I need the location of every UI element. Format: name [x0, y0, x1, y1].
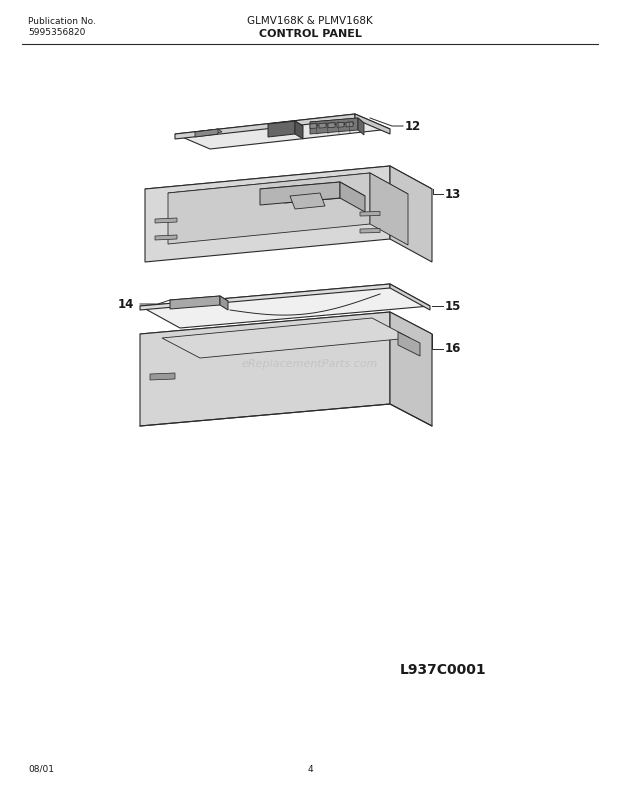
Polygon shape	[145, 166, 390, 262]
Polygon shape	[260, 182, 340, 205]
Polygon shape	[319, 123, 326, 128]
Polygon shape	[360, 211, 380, 216]
Polygon shape	[260, 182, 365, 203]
Polygon shape	[140, 284, 390, 310]
Polygon shape	[355, 114, 390, 134]
Polygon shape	[346, 122, 354, 125]
Polygon shape	[168, 173, 408, 214]
Polygon shape	[337, 122, 345, 125]
Polygon shape	[328, 123, 336, 125]
Polygon shape	[310, 118, 364, 127]
Text: 13: 13	[445, 187, 461, 201]
Text: 5995356820: 5995356820	[28, 28, 86, 37]
Polygon shape	[390, 312, 432, 426]
Polygon shape	[155, 218, 177, 223]
Polygon shape	[390, 284, 430, 310]
Text: 12: 12	[405, 120, 421, 133]
Text: Publication No.: Publication No.	[28, 17, 96, 26]
Polygon shape	[398, 332, 420, 356]
Polygon shape	[195, 129, 218, 137]
Text: 08/01: 08/01	[28, 765, 54, 774]
Polygon shape	[310, 124, 317, 129]
Polygon shape	[346, 122, 353, 127]
Polygon shape	[155, 235, 177, 240]
Text: L937C0001: L937C0001	[400, 663, 487, 677]
Text: 4: 4	[307, 765, 313, 774]
Text: eReplacementParts.com: eReplacementParts.com	[242, 359, 378, 369]
Polygon shape	[145, 166, 432, 212]
Polygon shape	[162, 318, 410, 358]
Polygon shape	[140, 312, 390, 426]
Text: 15: 15	[445, 299, 461, 313]
Text: CONTROL PANEL: CONTROL PANEL	[259, 29, 361, 39]
Polygon shape	[390, 166, 432, 262]
Polygon shape	[358, 118, 364, 135]
Polygon shape	[150, 373, 175, 380]
Polygon shape	[168, 173, 370, 244]
Polygon shape	[290, 193, 325, 209]
Polygon shape	[170, 296, 220, 309]
Polygon shape	[140, 284, 430, 328]
Polygon shape	[340, 182, 365, 212]
Polygon shape	[295, 121, 303, 139]
Polygon shape	[337, 122, 344, 127]
Polygon shape	[310, 124, 318, 126]
Polygon shape	[310, 118, 358, 134]
Text: GLMV168K & PLMV168K: GLMV168K & PLMV168K	[247, 16, 373, 26]
Polygon shape	[360, 229, 380, 233]
Polygon shape	[195, 129, 222, 135]
Polygon shape	[175, 114, 390, 149]
Polygon shape	[370, 173, 408, 245]
Polygon shape	[175, 114, 355, 139]
Polygon shape	[319, 123, 327, 125]
Polygon shape	[220, 296, 228, 310]
Text: 16: 16	[445, 342, 461, 356]
Text: 14: 14	[118, 298, 135, 310]
Polygon shape	[328, 123, 335, 128]
Polygon shape	[170, 296, 228, 305]
Polygon shape	[140, 312, 432, 356]
Polygon shape	[268, 121, 295, 137]
Polygon shape	[268, 121, 303, 129]
